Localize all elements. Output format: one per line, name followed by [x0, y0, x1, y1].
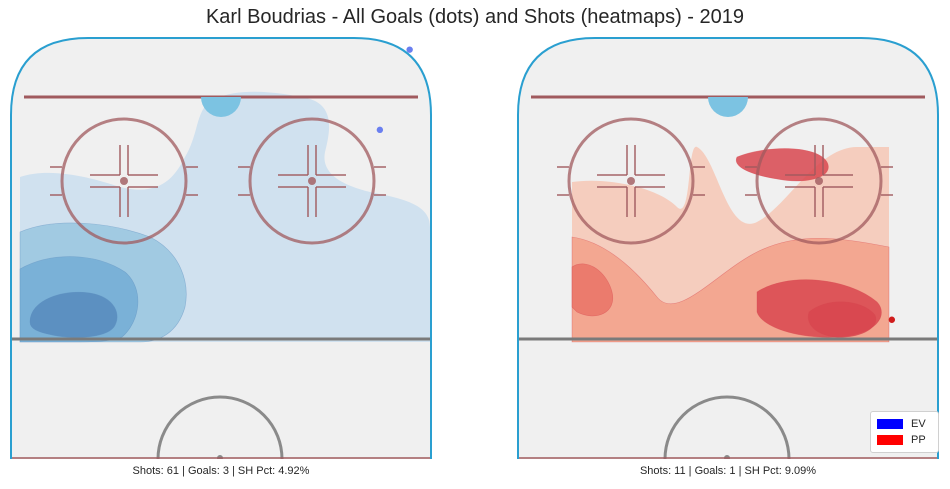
heatmap-contour: [571, 263, 614, 317]
boards: [517, 37, 939, 459]
right-faceoff-circle: [745, 117, 893, 245]
left-faceoff-circle: [50, 117, 198, 245]
rink-group: [10, 37, 432, 459]
goal-crease: [708, 97, 748, 117]
legend: EV PP: [870, 411, 939, 453]
rink-group: [517, 37, 939, 459]
chart-title: Karl Boudrias - All Goals (dots) and Sho…: [205, 6, 745, 28]
legend-swatch-ev: [877, 419, 903, 429]
heatmap-contour: [807, 301, 877, 338]
pp-rink-plot: [517, 37, 939, 459]
legend-swatch-pp: [877, 435, 903, 445]
faceoff-dot: [308, 177, 316, 185]
legend-label-ev: EV: [911, 418, 926, 430]
faceoff-ring: [60, 117, 188, 245]
faceoff-dot: [627, 177, 635, 185]
faceoff-ring: [567, 117, 695, 245]
goal-dot: [376, 126, 384, 134]
boards: [10, 37, 432, 459]
faceoff-dot: [120, 177, 128, 185]
ev-rink-plot: [10, 37, 432, 459]
heatmap-contour: [29, 291, 118, 338]
left-faceoff-circle: [557, 117, 705, 245]
ev-stats-caption: Shots: 61 | Goals: 3 | SH Pct: 4.92%: [132, 465, 310, 477]
goal-dot: [406, 46, 413, 53]
pp-stats-caption: Shots: 11 | Goals: 1 | SH Pct: 9.09%: [639, 465, 817, 477]
right-faceoff-circle: [238, 117, 386, 245]
center-circle: [156, 395, 284, 459]
goal-crease: [201, 97, 241, 117]
faceoff-ring: [755, 117, 883, 245]
faceoff-ring: [248, 117, 376, 245]
legend-label-pp: PP: [911, 434, 926, 446]
legend-item-pp: PP: [877, 433, 926, 447]
faceoff-dot: [815, 177, 823, 185]
goal-dot: [888, 316, 896, 323]
center-circle: [663, 395, 791, 459]
legend-item-ev: EV: [877, 417, 926, 431]
